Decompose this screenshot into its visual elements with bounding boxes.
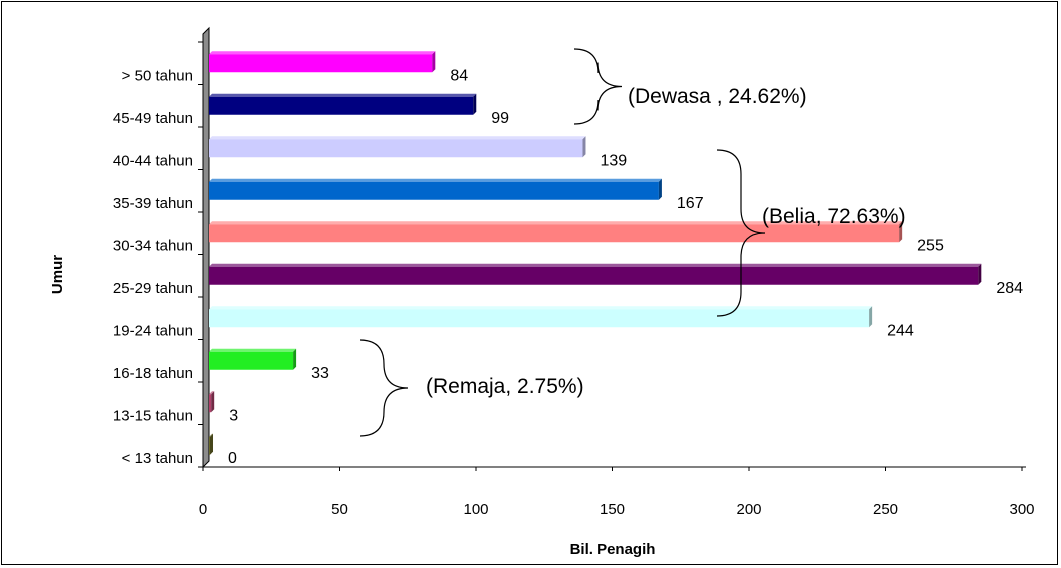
value-label: 84: [450, 67, 468, 84]
x-tick-label: 250: [873, 501, 898, 518]
bar-front-face: [209, 139, 583, 158]
category-label: 35-39 tahun: [113, 195, 193, 212]
category-label: 30-34 tahun: [113, 238, 193, 255]
bar-front-face: [209, 181, 659, 200]
group-braces: (Dewasa , 24.62%) (Belia, 72.63%) (Remaja,…: [359, 48, 906, 437]
bar-top-face: [209, 391, 215, 395]
bar-front-face: [209, 96, 474, 115]
x-tick-label: 50: [331, 501, 348, 518]
group-brace: [359, 339, 409, 437]
bar-40-44-tahun: [209, 136, 586, 158]
category-label: 25-29 tahun: [113, 280, 193, 297]
value-label: 99: [491, 110, 509, 127]
bar-top-face: [209, 348, 297, 352]
bar-35-39-tahun: [209, 178, 662, 200]
category-label: 16-18 tahun: [113, 365, 193, 382]
x-tick-label: 0: [199, 501, 207, 518]
category-label: 45-49 tahun: [113, 110, 193, 127]
value-label: 0: [228, 450, 237, 467]
bar-13-15-tahun: [209, 391, 215, 413]
group-annotation: (Remaja, 2.75%): [426, 375, 584, 398]
bar-side-face: [210, 433, 213, 455]
bar-front-face: [209, 309, 870, 328]
bar-16-18-tahun: [209, 348, 297, 370]
bar-25-29-tahun: [209, 263, 982, 285]
value-label: 244: [887, 322, 914, 339]
group-annotation: (Dewasa , 24.62%): [628, 85, 807, 108]
bar-front-face: [209, 351, 294, 370]
bar-side-face: [978, 263, 982, 285]
bar-top-face: [209, 136, 586, 140]
x-tick-label: 300: [1009, 501, 1034, 518]
bars-group: [209, 51, 982, 455]
bar-side-face: [899, 221, 903, 243]
bar-front-face: [209, 224, 900, 243]
bar-front-face: [209, 54, 433, 73]
bar-side-face: [293, 348, 297, 370]
x-axis-title: Bil. Penagih: [570, 541, 656, 558]
y-axis: < 13 tahun 13-15 tahun 16-18 tahun 19-24 ta…: [113, 41, 203, 468]
bar-side-face: [211, 391, 215, 413]
value-label: 3: [229, 407, 238, 424]
bar-side-face: [582, 136, 586, 158]
category-label: 13-15 tahun: [113, 408, 193, 425]
bar-top-face: [209, 93, 477, 97]
group-brace: [573, 48, 623, 125]
category-label: 40-44 tahun: [113, 153, 193, 170]
bar-50-tahun: [209, 51, 436, 73]
value-label: 167: [677, 195, 704, 212]
category-label: > 50 tahun: [122, 68, 193, 85]
bar-30-34-tahun: [209, 221, 903, 243]
bar-front-face: [209, 436, 210, 455]
value-label: 284: [996, 280, 1023, 297]
x-tick-label: 150: [600, 501, 625, 518]
bar-top-face: [209, 306, 873, 310]
bar-top-face: [209, 221, 903, 225]
bar-front-face: [209, 394, 212, 413]
group-brace: [716, 149, 766, 317]
bar-45-49-tahun: [209, 93, 477, 115]
value-label: 139: [600, 152, 627, 169]
bar-top-face: [209, 178, 662, 182]
axis-wall-panel: [202, 26, 210, 469]
value-label: 255: [917, 237, 944, 254]
bar-top-face: [209, 433, 213, 437]
bar-top-face: [209, 51, 436, 55]
x-axis: 0 50 100 150 200 250 300: [199, 466, 1035, 518]
y-axis-title: Umur: [49, 255, 66, 294]
bar-19-24-tahun: [209, 306, 873, 328]
x-tick-label: 200: [736, 501, 761, 518]
bar-13-tahun: [209, 433, 213, 455]
axis-wall: [202, 26, 210, 469]
x-tick-label: 100: [463, 501, 488, 518]
bar-side-face: [869, 306, 873, 328]
value-label: 33: [311, 365, 329, 382]
bar-side-face: [432, 51, 436, 73]
bar-side-face: [473, 93, 477, 115]
bar-top-face: [209, 263, 982, 267]
category-label: 19-24 tahun: [113, 323, 193, 340]
category-label: < 13 tahun: [122, 450, 193, 467]
group-annotation: (Belia, 72.63%): [762, 205, 906, 228]
bar-front-face: [209, 266, 979, 285]
bar-side-face: [658, 178, 662, 200]
